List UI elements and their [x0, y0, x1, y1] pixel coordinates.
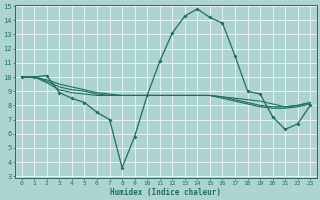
X-axis label: Humidex (Indice chaleur): Humidex (Indice chaleur)	[110, 188, 221, 197]
